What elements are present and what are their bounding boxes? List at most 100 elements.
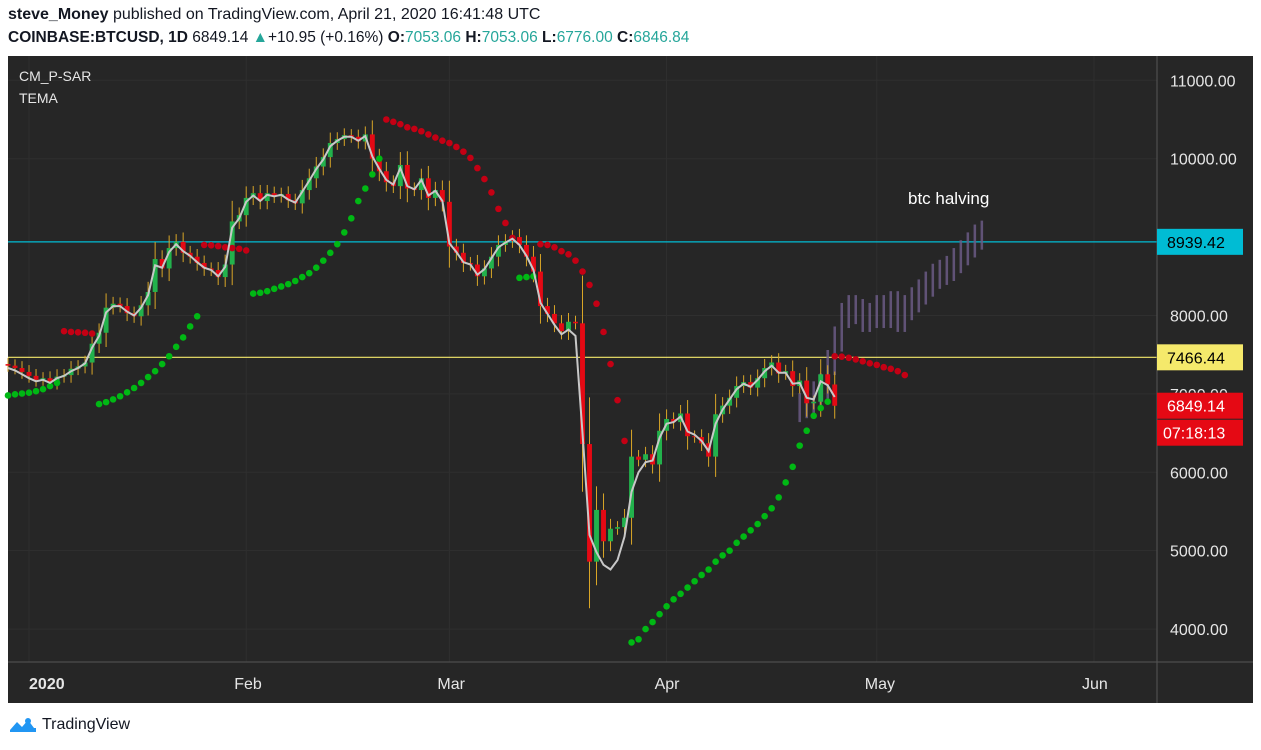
price-tags: 8939.42 7466.44 6849.14 07:18:13 — [1157, 228, 1243, 446]
candle-body — [804, 380, 810, 404]
candle-body — [559, 323, 564, 332]
sar-dot — [383, 116, 390, 123]
candle-body — [54, 376, 60, 383]
symbol-label[interactable]: COINBASE:BTCUSD, 1D — [8, 29, 188, 46]
sar-dot — [298, 273, 306, 281]
sar-dot — [558, 247, 565, 255]
candle-body — [818, 374, 824, 402]
projection-bar — [868, 302, 872, 332]
sar-dot — [789, 463, 796, 471]
sar-dot — [53, 379, 61, 387]
candle-body — [418, 178, 424, 191]
author-name[interactable]: steve_Money — [8, 6, 109, 23]
sar-dot — [32, 387, 40, 395]
sar-dot — [277, 283, 285, 290]
sar-dot — [60, 327, 68, 335]
sar-dot — [18, 390, 26, 397]
sar-dot — [130, 384, 138, 392]
candle-body — [257, 193, 263, 202]
candle-body — [369, 134, 375, 159]
high-label: H: — [465, 29, 482, 46]
candle-body — [685, 413, 691, 437]
candle-body — [306, 178, 312, 191]
low-label: L: — [542, 29, 557, 46]
tradingview-logo[interactable]: TradingView — [8, 716, 130, 734]
sar-dot — [474, 164, 481, 172]
candle-body — [474, 264, 480, 277]
sar-dot — [754, 520, 761, 528]
sar-dot — [747, 526, 754, 534]
price-tag-cyan: 8939.42 — [1167, 235, 1225, 252]
sar-dot — [656, 610, 663, 618]
sar-dot — [866, 360, 874, 367]
candle-body — [573, 321, 578, 324]
annotation-btc-halving[interactable]: btc halving — [908, 189, 989, 208]
price-tag-cyan-bg — [1157, 228, 1243, 255]
candles — [5, 120, 838, 609]
sar-dot — [460, 148, 467, 155]
sar-dot — [901, 371, 909, 379]
sar-dot — [214, 242, 222, 250]
up-arrow-icon: ▲ — [252, 29, 268, 46]
projection-bar — [980, 220, 984, 250]
last-price: 6849.14 — [192, 29, 249, 46]
sar-dot — [347, 214, 355, 222]
sar-dot — [362, 185, 369, 192]
sar-dot — [333, 240, 341, 248]
indicator-label-psar[interactable]: CM_P-SAR — [19, 68, 91, 84]
sar-dot — [537, 240, 544, 248]
candle-body — [124, 306, 130, 314]
sar-dot — [340, 229, 348, 236]
candle-body — [117, 303, 123, 307]
sar-dot — [404, 124, 411, 131]
candle-body — [243, 197, 249, 216]
candle-body — [89, 343, 95, 363]
sar-dot — [649, 618, 656, 626]
open-label: O: — [387, 29, 405, 46]
sar-dot — [845, 354, 853, 362]
candle-body — [5, 364, 11, 366]
candle-body — [271, 193, 277, 197]
sar-dot — [102, 398, 110, 406]
candle-body — [397, 164, 403, 187]
candle-body — [355, 136, 361, 142]
sar-dot — [200, 241, 208, 249]
sar-dot — [593, 300, 600, 308]
projection-bar — [952, 248, 956, 281]
sar-dot — [516, 274, 523, 282]
candle-body — [657, 430, 663, 465]
candle-body — [439, 190, 445, 202]
logo-text: TradingView — [42, 716, 131, 733]
grid — [8, 56, 1157, 662]
sar-dot — [369, 171, 376, 178]
candle-body — [194, 256, 200, 263]
sar-dot — [263, 287, 271, 295]
sar-dot — [565, 251, 572, 258]
candle-body — [587, 444, 592, 562]
time-axis-label: 2020 — [29, 676, 65, 693]
last-price-tag-bg — [1157, 392, 1243, 419]
candle-body — [776, 362, 782, 374]
sar-dot — [663, 603, 670, 610]
sar-dot — [670, 595, 677, 603]
time-axis[interactable]: 2020 Feb Mar Apr May Jun — [29, 676, 1108, 693]
projection-bar — [798, 393, 801, 423]
candle-body — [594, 509, 599, 562]
candle-body — [215, 270, 221, 278]
candle-body — [734, 386, 740, 398]
projection-bar — [882, 295, 886, 329]
candle-body — [404, 164, 410, 189]
candle-body — [622, 517, 627, 528]
projection-bar — [917, 279, 921, 313]
candle-body — [790, 371, 796, 387]
legend-line: COINBASE:BTCUSD, 1D 6849.14 ▲+10.95 (+0.… — [8, 29, 689, 47]
publish-info: steve_Money published on TradingView.com… — [8, 6, 540, 24]
sar-dot — [642, 625, 649, 633]
candle-body — [12, 365, 18, 369]
indicator-label-tema[interactable]: TEMA — [19, 90, 59, 106]
time-axis-label: May — [865, 676, 895, 693]
sar-dot — [628, 639, 635, 646]
sar-dot — [586, 281, 593, 289]
projection-bar — [833, 326, 836, 376]
